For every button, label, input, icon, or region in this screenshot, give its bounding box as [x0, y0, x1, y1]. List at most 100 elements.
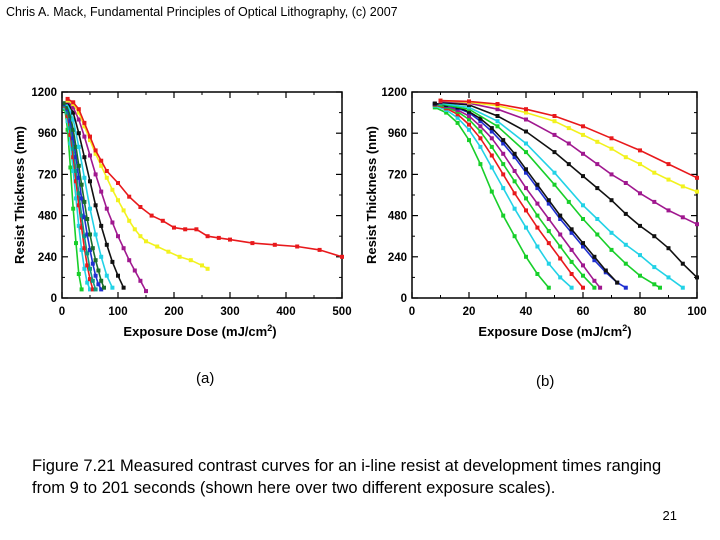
data-point-green: [501, 213, 506, 218]
data-point-cyan: [558, 275, 563, 280]
data-point-red: [638, 148, 642, 153]
data-point-yellow: [205, 266, 210, 271]
data-point-red-fast: [535, 225, 540, 230]
series-line-cyan: [64, 107, 91, 290]
data-point-blue: [623, 285, 628, 290]
data-point-blue: [68, 119, 73, 124]
data-point-purple: [76, 117, 81, 122]
data-point-teal: [82, 234, 87, 239]
data-point-blue: [99, 287, 104, 292]
data-point-cyan-2: [467, 105, 471, 110]
data-point-blue: [74, 155, 78, 160]
chart-a: 0 240 480 720 960 1200 0 100 200 300 400 500 Resist …: [12, 87, 352, 339]
data-point-cyan: [546, 261, 551, 266]
data-point-purple: [638, 191, 642, 196]
data-point-cyan: [79, 247, 84, 252]
data-point-green-2: [535, 213, 540, 218]
data-point-blue: [90, 261, 95, 266]
data-point-cyan-2: [110, 285, 115, 290]
data-point-red-fast: [85, 263, 90, 268]
data-point-purple: [82, 134, 87, 139]
data-point-green-3: [495, 124, 500, 129]
data-point-blue: [581, 244, 585, 249]
data-point-black: [566, 162, 571, 167]
data-point-black: [76, 131, 81, 136]
data-point-darkgreen: [102, 285, 106, 290]
data-point-black-mid: [467, 109, 471, 114]
data-point-cyan-2: [552, 170, 557, 175]
data-point-green: [76, 272, 81, 276]
data-point-red: [76, 107, 81, 112]
data-point-red: [272, 242, 277, 247]
x-tick-label: 300: [220, 306, 239, 318]
x-tick-label: 100: [108, 306, 127, 318]
data-point-green: [512, 234, 517, 239]
data-point-blue: [82, 215, 87, 220]
data-point-purple: [127, 258, 132, 263]
data-point-blue: [478, 119, 483, 124]
data-point-purple: [552, 132, 557, 137]
data-point-yellow: [595, 139, 600, 144]
data-point-blue: [85, 232, 90, 237]
data-point-red: [552, 114, 557, 118]
data-point-purple: [680, 215, 685, 220]
page-number: 21: [662, 508, 677, 523]
x-tick-label: 0: [59, 306, 65, 318]
data-point-cyan: [68, 141, 73, 146]
data-point-cyan: [467, 127, 471, 132]
data-point-teal: [93, 287, 98, 292]
data-point-cyan: [455, 115, 460, 120]
y-tick-label: 240: [388, 252, 407, 264]
data-point-yellow: [82, 124, 87, 129]
data-point-teal: [71, 146, 76, 151]
data-point-black: [104, 242, 109, 247]
data-point-red: [172, 225, 176, 230]
data-point-green-3: [623, 261, 628, 266]
data-point-purple: [99, 189, 104, 194]
data-point-red: [295, 244, 300, 249]
data-point-purple: [93, 172, 98, 177]
x-tick-label: 60: [577, 306, 590, 318]
x-axis-title: Exposure Dose (mJ/cm2): [123, 323, 276, 339]
data-point-purple-fast: [581, 263, 585, 268]
data-point-black-mid: [489, 126, 494, 131]
data-point-yellow: [566, 126, 571, 131]
data-point-cyan-2: [93, 232, 98, 237]
data-point-green: [455, 120, 460, 125]
data-point-red-fast: [88, 277, 92, 282]
data-point-purple: [71, 105, 76, 110]
data-point-green-2: [478, 129, 483, 134]
data-point-purple: [581, 151, 585, 156]
data-point-darkgreen: [90, 246, 95, 251]
data-point-cyan: [535, 244, 540, 249]
data-point-yellow: [116, 198, 120, 203]
data-point-blue: [524, 170, 528, 175]
data-point-teal: [88, 266, 92, 271]
data-point-red-fast: [489, 153, 494, 158]
y-tick-label: 720: [388, 169, 407, 181]
data-point-blue: [71, 136, 76, 141]
data-point-black-mid: [512, 151, 517, 156]
data-point-green-3: [595, 232, 600, 237]
data-point-purple: [138, 278, 143, 283]
data-point-purple-fast: [569, 247, 574, 252]
data-point-red-fast: [79, 225, 84, 230]
data-point-yellow: [200, 263, 204, 268]
data-point-cyan-2: [495, 119, 500, 124]
figure-caption: Figure 7.21 Measured contrast curves for…: [32, 457, 662, 497]
x-tick-label: 400: [276, 306, 295, 318]
data-point-blue: [96, 282, 101, 287]
data-point-red-fast: [501, 172, 506, 177]
data-point-cyan-2: [666, 275, 671, 280]
data-point-red: [228, 237, 232, 242]
y-axis-title: Resist Thickness (nm): [364, 126, 379, 264]
data-point-red: [340, 254, 344, 259]
data-point-black-mid: [615, 280, 620, 285]
data-point-darkgreen: [85, 217, 90, 221]
data-point-green: [68, 165, 73, 170]
y-tick-label: 240: [38, 252, 57, 264]
data-point-red-fast: [82, 246, 87, 251]
data-point-purple-fast: [598, 285, 603, 290]
data-point-cyan-2: [76, 144, 81, 149]
